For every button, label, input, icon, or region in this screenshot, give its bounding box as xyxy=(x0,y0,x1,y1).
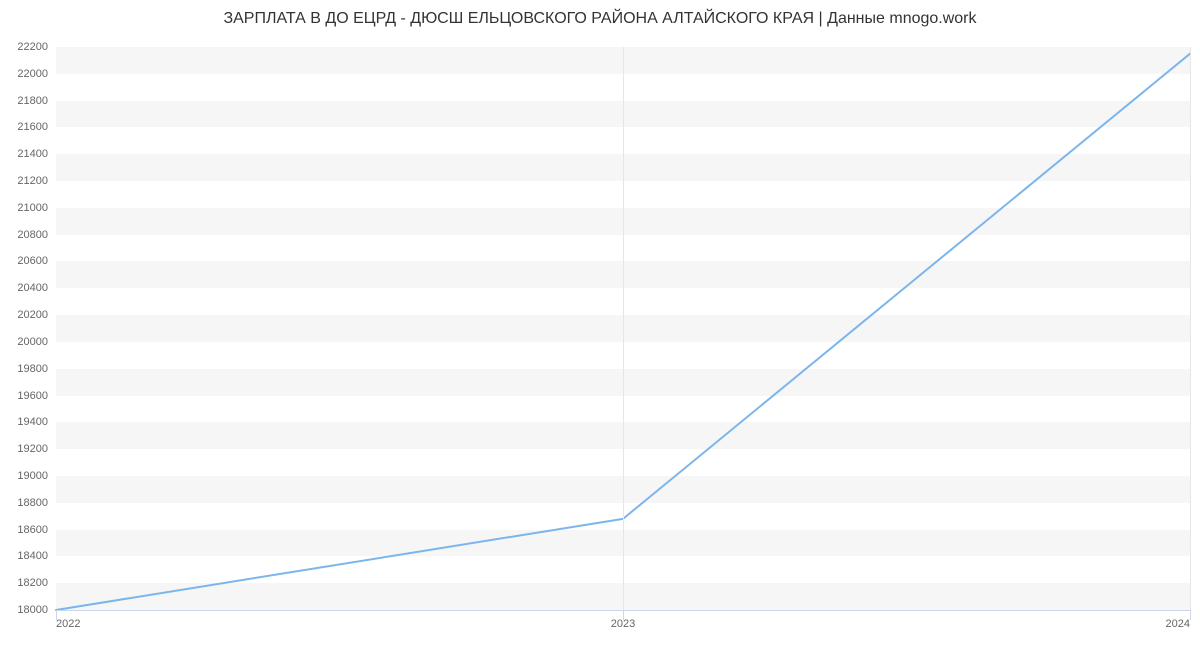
y-tick-label: 19600 xyxy=(17,390,56,402)
x-axis-line xyxy=(56,610,1190,611)
y-tick-label: 19200 xyxy=(17,443,56,455)
y-tick-label: 18200 xyxy=(17,577,56,589)
y-tick-label: 21800 xyxy=(17,95,56,107)
y-tick-label: 20400 xyxy=(17,282,56,294)
y-tick-label: 21400 xyxy=(17,148,56,160)
plot-area: 2022202320241800018200184001860018800190… xyxy=(56,47,1190,610)
salary-line-chart: ЗАРПЛАТА В ДО ЕЦРД - ДЮСШ ЕЛЬЦОВСКОГО РА… xyxy=(0,0,1200,650)
x-gridline xyxy=(623,47,624,610)
chart-title: ЗАРПЛАТА В ДО ЕЦРД - ДЮСШ ЕЛЬЦОВСКОГО РА… xyxy=(0,10,1200,28)
y-tick-label: 18400 xyxy=(17,550,56,562)
y-tick-label: 20600 xyxy=(17,255,56,267)
x-gridline xyxy=(1190,47,1191,610)
y-tick-label: 20800 xyxy=(17,229,56,241)
y-tick-label: 19400 xyxy=(17,416,56,428)
y-tick-label: 20200 xyxy=(17,309,56,321)
y-tick-label: 22000 xyxy=(17,68,56,80)
y-tick-label: 19000 xyxy=(17,470,56,482)
y-tick-label: 18600 xyxy=(17,524,56,536)
y-tick-label: 18000 xyxy=(17,604,56,616)
y-tick-label: 21000 xyxy=(17,202,56,214)
x-tick-label: 2024 xyxy=(1166,610,1190,630)
x-tick xyxy=(1190,610,1191,620)
y-tick-label: 21200 xyxy=(17,175,56,187)
y-tick-label: 19800 xyxy=(17,363,56,375)
y-tick-label: 21600 xyxy=(17,121,56,133)
x-tick-label: 2023 xyxy=(611,610,635,630)
y-tick-label: 22200 xyxy=(17,41,56,53)
x-tick-label: 2022 xyxy=(56,610,80,630)
y-tick-label: 20000 xyxy=(17,336,56,348)
y-tick-label: 18800 xyxy=(17,497,56,509)
